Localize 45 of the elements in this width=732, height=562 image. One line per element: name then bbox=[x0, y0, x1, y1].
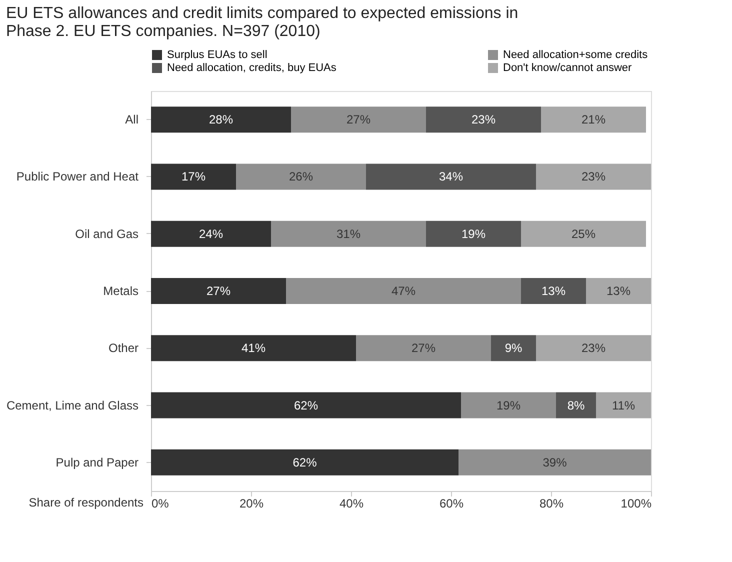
data-label: 9% bbox=[504, 341, 522, 356]
legend-label: Surplus EUAs to sell bbox=[167, 49, 268, 61]
y-tick-label: Pulp and Paper bbox=[56, 455, 138, 470]
data-label: 34% bbox=[438, 170, 464, 184]
data-label: 23% bbox=[471, 112, 496, 127]
y-tick-label: Metals bbox=[103, 284, 138, 298]
legend-label: Need allocation, credits, buy EUAs bbox=[167, 62, 337, 74]
x-axis-title: Share of respondents bbox=[28, 496, 144, 510]
x-tick-label: 100% bbox=[620, 496, 652, 510]
data-label: 11% bbox=[612, 398, 636, 412]
data-label: 13% bbox=[541, 284, 566, 298]
data-label: 23% bbox=[581, 170, 606, 184]
y-tick-label: Oil and Gas bbox=[75, 226, 138, 241]
x-tick-label: 0% bbox=[152, 496, 170, 510]
data-label: 19% bbox=[461, 226, 486, 241]
data-label: 26% bbox=[288, 170, 314, 184]
data-label: 23% bbox=[581, 341, 606, 356]
legend-label: Don't know/cannot answer bbox=[503, 62, 632, 74]
data-label: 41% bbox=[241, 341, 266, 356]
data-label: 27% bbox=[346, 112, 371, 127]
data-label: 13% bbox=[606, 284, 631, 298]
data-label: 21% bbox=[581, 112, 606, 127]
x-tick-label: 40% bbox=[339, 496, 364, 510]
x-tick-label: 60% bbox=[439, 496, 464, 510]
data-label: 19% bbox=[496, 398, 521, 412]
data-label: 62% bbox=[294, 398, 318, 412]
data-label: 27% bbox=[411, 341, 436, 356]
data-label: 39% bbox=[542, 455, 568, 470]
y-tick-label: Other bbox=[108, 341, 138, 356]
y-tick-label: Cement, Lime and Glass bbox=[6, 398, 138, 412]
data-label: 62% bbox=[292, 455, 318, 470]
x-tick-label: 80% bbox=[539, 496, 564, 510]
y-tick-label: Public Power and Heat bbox=[16, 170, 140, 184]
legend-label: Need allocation+some credits bbox=[503, 49, 648, 61]
y-tick-label: All bbox=[125, 112, 138, 127]
data-label: 25% bbox=[571, 226, 596, 241]
data-label: 28% bbox=[208, 112, 234, 127]
data-label: 47% bbox=[391, 284, 416, 298]
chart-title: EU ETS allowances and credit limits compared to expected emissions in Phase 2. EU ETS companies. N=397 (2010) bbox=[6, 5, 518, 40]
data-label: 31% bbox=[336, 226, 361, 241]
data-label: 24% bbox=[198, 226, 224, 241]
x-tick-label: 20% bbox=[239, 496, 264, 510]
data-label: 17% bbox=[181, 170, 206, 184]
data-label: 8% bbox=[567, 398, 585, 412]
data-label: 27% bbox=[206, 284, 231, 298]
